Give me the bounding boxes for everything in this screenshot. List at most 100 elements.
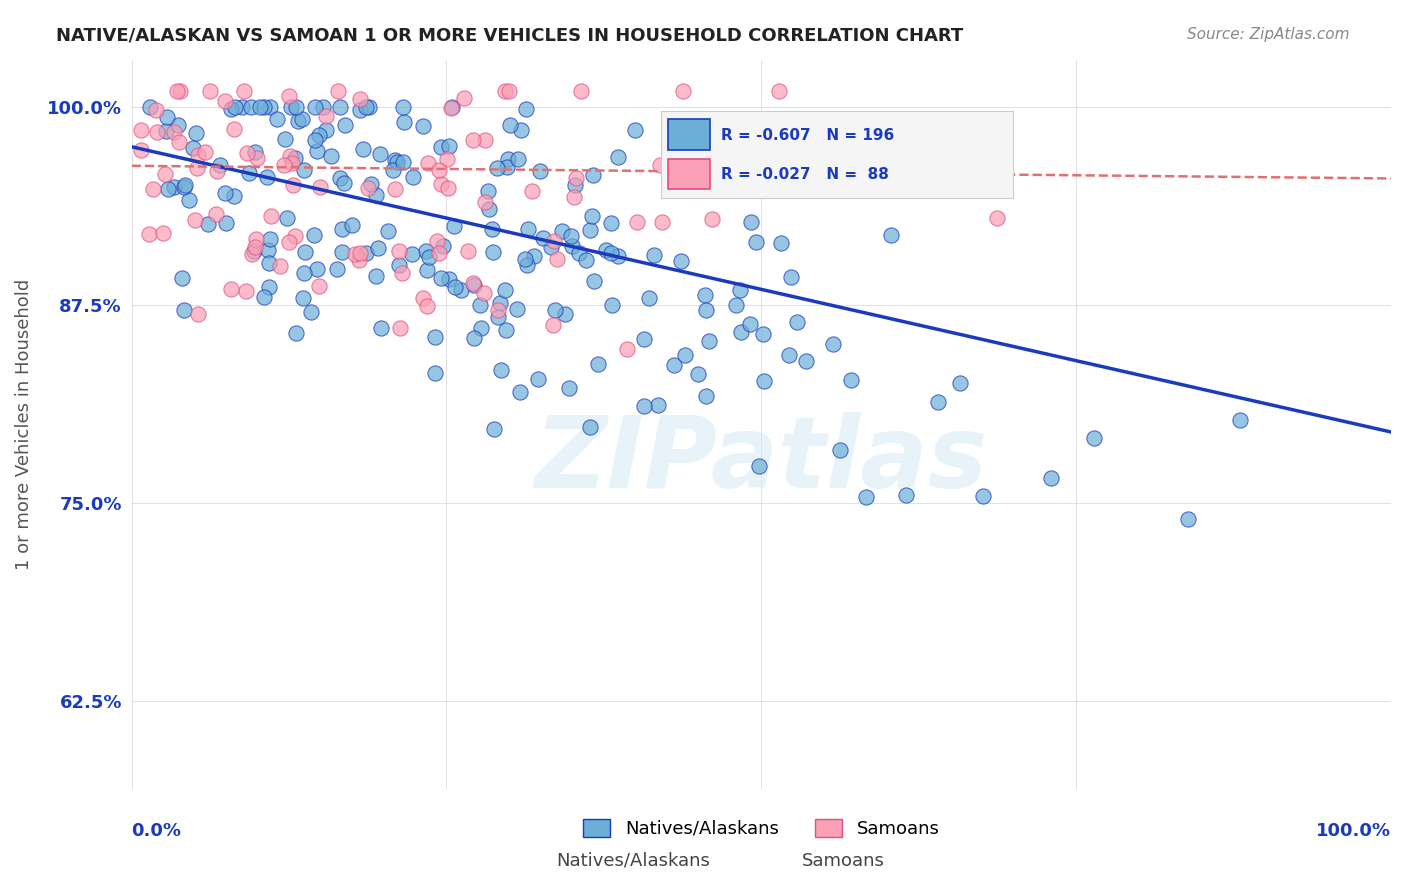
Natives/Alaskans xyxy=(308,128,330,142)
Natives/Alaskans xyxy=(686,368,709,382)
Natives/Alaskans xyxy=(402,169,425,184)
Natives/Alaskans xyxy=(156,182,179,196)
Samoans xyxy=(387,244,409,258)
Samoans xyxy=(474,194,496,209)
Samoans xyxy=(145,103,167,117)
Natives/Alaskans xyxy=(754,375,776,389)
Natives/Alaskans xyxy=(221,102,243,116)
Natives/Alaskans xyxy=(558,381,581,395)
Natives/Alaskans xyxy=(443,280,465,294)
Natives/Alaskans xyxy=(392,115,415,129)
Natives/Alaskans xyxy=(575,252,598,267)
Natives/Alaskans xyxy=(388,258,411,272)
Natives/Alaskans xyxy=(429,270,451,285)
Natives/Alaskans xyxy=(418,250,440,264)
Natives/Alaskans xyxy=(437,138,460,153)
Samoans xyxy=(205,207,228,221)
Natives/Alaskans xyxy=(284,326,307,340)
Natives/Alaskans xyxy=(481,221,503,235)
Natives/Alaskans xyxy=(531,230,554,244)
Natives/Alaskans xyxy=(484,422,506,436)
Natives/Alaskans xyxy=(1083,431,1105,445)
Natives/Alaskans xyxy=(695,302,717,317)
Natives/Alaskans xyxy=(181,141,204,155)
Samoans xyxy=(427,246,450,260)
Natives/Alaskans xyxy=(415,263,437,277)
Text: Samoans: Samoans xyxy=(803,852,884,870)
Natives/Alaskans xyxy=(224,100,246,114)
Natives/Alaskans xyxy=(231,100,253,114)
Natives/Alaskans xyxy=(253,290,276,304)
Natives/Alaskans xyxy=(215,216,238,230)
Samoans xyxy=(569,84,592,98)
Samoans xyxy=(315,109,337,123)
Natives/Alaskans xyxy=(695,288,717,302)
Samoans xyxy=(986,211,1008,225)
Natives/Alaskans xyxy=(578,419,600,434)
Natives/Alaskans xyxy=(312,100,335,114)
Samoans xyxy=(486,302,509,317)
Natives/Alaskans xyxy=(1040,471,1063,485)
Natives/Alaskans xyxy=(477,185,499,199)
Natives/Alaskans xyxy=(381,163,404,178)
Natives/Alaskans xyxy=(415,244,437,259)
Natives/Alaskans xyxy=(759,177,782,191)
Samoans xyxy=(281,156,304,170)
Samoans xyxy=(565,170,588,185)
Samoans xyxy=(278,89,301,103)
Natives/Alaskans xyxy=(880,227,903,242)
Natives/Alaskans xyxy=(425,367,447,381)
Natives/Alaskans xyxy=(752,326,775,341)
Samoans xyxy=(281,178,304,192)
Natives/Alaskans xyxy=(163,179,186,194)
Natives/Alaskans xyxy=(633,332,655,346)
Natives/Alaskans xyxy=(579,223,602,237)
Natives/Alaskans xyxy=(170,270,193,285)
Samoans xyxy=(562,190,585,204)
Natives/Alaskans xyxy=(292,162,315,177)
Natives/Alaskans xyxy=(253,100,276,114)
Natives/Alaskans xyxy=(292,266,315,280)
Natives/Alaskans xyxy=(607,249,630,263)
Samoans xyxy=(347,252,370,267)
Natives/Alaskans xyxy=(470,320,492,334)
Natives/Alaskans xyxy=(582,168,605,182)
Natives/Alaskans xyxy=(748,459,770,474)
Samoans xyxy=(245,232,267,246)
Natives/Alaskans xyxy=(561,239,583,253)
Legend: Natives/Alaskans, Samoans: Natives/Alaskans, Samoans xyxy=(576,812,946,845)
Natives/Alaskans xyxy=(517,222,540,236)
Samoans xyxy=(166,84,188,98)
Natives/Alaskans xyxy=(551,224,574,238)
Samoans xyxy=(461,276,484,290)
Samoans xyxy=(260,209,283,223)
Samoans xyxy=(626,215,648,229)
Natives/Alaskans xyxy=(423,330,446,344)
Text: 0.0%: 0.0% xyxy=(132,822,181,840)
Natives/Alaskans xyxy=(633,399,655,413)
Natives/Alaskans xyxy=(326,262,349,277)
Natives/Alaskans xyxy=(780,269,803,284)
Natives/Alaskans xyxy=(291,112,314,127)
Samoans xyxy=(284,228,307,243)
Samoans xyxy=(412,291,434,305)
Natives/Alaskans xyxy=(256,169,278,184)
Samoans xyxy=(167,135,190,149)
Samoans xyxy=(437,180,460,194)
Natives/Alaskans xyxy=(600,216,623,230)
Natives/Alaskans xyxy=(340,219,363,233)
Natives/Alaskans xyxy=(499,119,522,133)
Natives/Alaskans xyxy=(249,100,271,114)
Natives/Alaskans xyxy=(214,186,236,200)
Natives/Alaskans xyxy=(673,348,696,362)
Samoans xyxy=(138,227,160,241)
Natives/Alaskans xyxy=(291,291,314,305)
Natives/Alaskans xyxy=(138,100,160,114)
Natives/Alaskans xyxy=(515,252,537,266)
Natives/Alaskans xyxy=(509,385,531,400)
Natives/Alaskans xyxy=(529,163,551,178)
Samoans xyxy=(152,227,174,241)
Samoans xyxy=(429,177,451,191)
Natives/Alaskans xyxy=(173,179,195,194)
Text: 100.0%: 100.0% xyxy=(1316,822,1391,840)
